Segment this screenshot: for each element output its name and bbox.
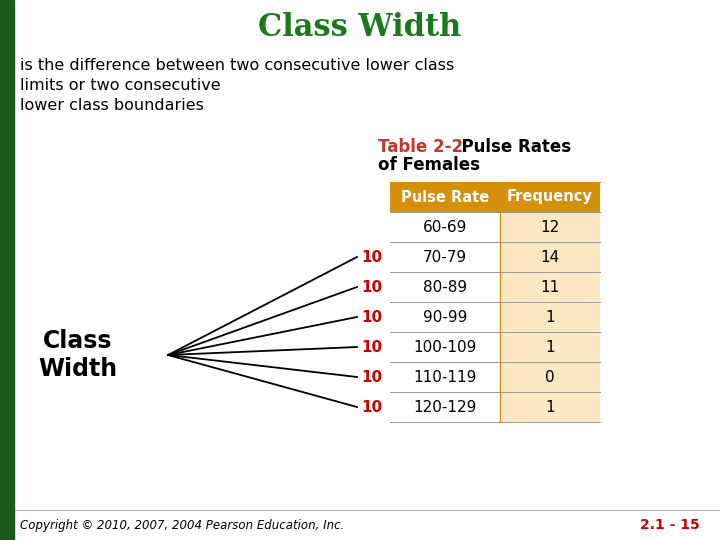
Text: 120-129: 120-129 xyxy=(413,400,477,415)
Bar xyxy=(500,272,600,302)
Text: Copyright © 2010, 2007, 2004 Pearson Education, Inc.: Copyright © 2010, 2007, 2004 Pearson Edu… xyxy=(20,518,344,531)
Text: 60-69: 60-69 xyxy=(423,219,467,234)
Text: 70-79: 70-79 xyxy=(423,249,467,265)
Text: 10: 10 xyxy=(361,369,382,384)
Bar xyxy=(500,302,600,332)
Bar xyxy=(390,182,600,212)
Text: 110-119: 110-119 xyxy=(413,369,477,384)
Text: 80-89: 80-89 xyxy=(423,280,467,294)
Bar xyxy=(390,272,500,302)
Bar xyxy=(500,242,600,272)
Text: 10: 10 xyxy=(361,400,382,415)
Text: 0: 0 xyxy=(545,369,555,384)
Text: 10: 10 xyxy=(361,340,382,354)
Bar xyxy=(390,212,500,242)
Text: 10: 10 xyxy=(361,249,382,265)
Bar xyxy=(390,242,500,272)
Text: 1: 1 xyxy=(545,400,555,415)
Text: 14: 14 xyxy=(541,249,559,265)
Text: Pulse Rates: Pulse Rates xyxy=(450,138,571,156)
Bar xyxy=(390,362,500,392)
Bar xyxy=(390,302,500,332)
Text: 2.1 - 15: 2.1 - 15 xyxy=(640,518,700,532)
Text: 100-109: 100-109 xyxy=(413,340,477,354)
Text: Pulse Rate: Pulse Rate xyxy=(401,190,489,205)
Text: 1: 1 xyxy=(545,340,555,354)
Text: 90-99: 90-99 xyxy=(423,309,467,325)
Text: 11: 11 xyxy=(541,280,559,294)
Bar xyxy=(500,362,600,392)
Bar xyxy=(500,212,600,242)
Text: 10: 10 xyxy=(361,280,382,294)
Bar xyxy=(390,392,500,422)
Bar xyxy=(500,392,600,422)
Bar xyxy=(0,0,14,540)
Bar xyxy=(500,332,600,362)
Text: 10: 10 xyxy=(361,309,382,325)
Bar xyxy=(390,332,500,362)
Text: is the difference between two consecutive lower class
limits or two consecutive
: is the difference between two consecutiv… xyxy=(20,58,454,113)
Text: Table 2-2: Table 2-2 xyxy=(378,138,463,156)
Text: 12: 12 xyxy=(541,219,559,234)
Text: Class Width: Class Width xyxy=(258,12,462,44)
Text: 1: 1 xyxy=(545,309,555,325)
Text: Frequency: Frequency xyxy=(507,190,593,205)
Text: Class
Width: Class Width xyxy=(38,329,117,381)
Text: of Females: of Females xyxy=(378,156,480,174)
